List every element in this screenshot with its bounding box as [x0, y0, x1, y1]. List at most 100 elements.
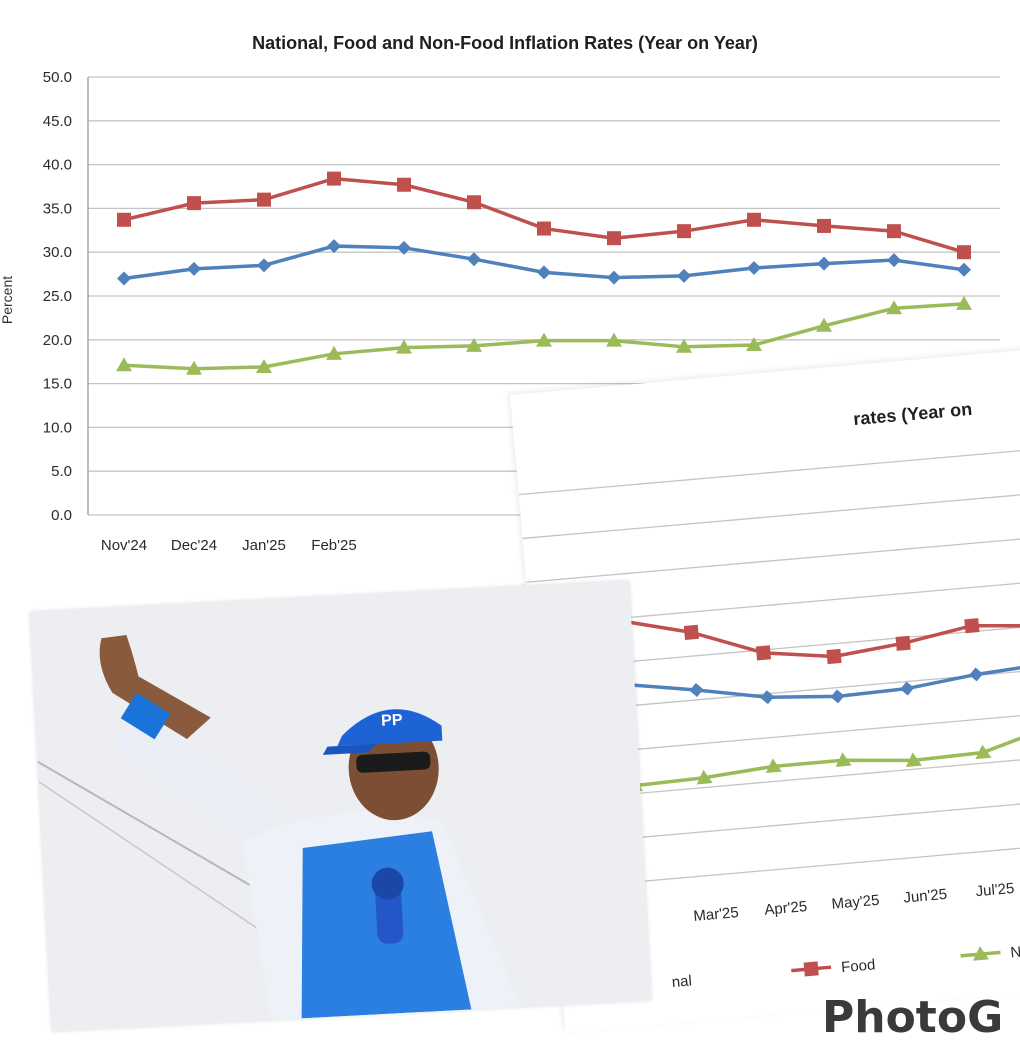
overlay-grid-line	[518, 449, 1020, 496]
point-non-food	[396, 339, 412, 354]
point-non-food	[816, 317, 832, 332]
overlay-series-food	[549, 618, 1020, 659]
overlay-legend-label: Food	[840, 956, 876, 976]
overlay-grid-line	[522, 493, 1020, 540]
y-tick-label: 0.0	[51, 507, 72, 524]
point-national	[117, 271, 131, 286]
overlay-legend: nal Food Non-Foo	[671, 939, 1020, 991]
overlay-legend-label: Non-Foo	[1010, 939, 1020, 961]
x-tick-label: Feb'25	[311, 537, 356, 554]
overlay-point-food	[895, 635, 911, 651]
point-non-food	[466, 337, 482, 352]
cap-logo-text: PP	[381, 712, 404, 730]
point-food	[887, 224, 901, 239]
x-tick-labels: Nov'24 Dec'24 Jan'25 Feb'25	[101, 537, 357, 554]
chart-title: National, Food and Non-Food Inflation Ra…	[252, 33, 758, 53]
overlay-point-food	[755, 645, 772, 661]
y-tick-label: 40.0	[43, 157, 72, 174]
point-non-food	[256, 358, 272, 373]
overlay-series-non-food	[565, 725, 1020, 800]
point-non-food	[886, 300, 902, 315]
point-non-food	[676, 338, 692, 353]
point-national	[817, 256, 831, 271]
overlay-point-food	[964, 618, 980, 634]
x-tick-label: Jan'25	[242, 537, 286, 554]
point-food	[537, 221, 551, 236]
overlay-point-non-food	[975, 744, 992, 760]
series-lines	[116, 171, 972, 375]
point-non-food	[186, 360, 202, 375]
overlay-point-national	[830, 689, 845, 704]
point-national	[397, 240, 411, 255]
y-tick-label: 45.0	[43, 113, 72, 130]
series-line-food	[123, 176, 965, 254]
overlay-point-non-food	[696, 769, 713, 785]
y-tick-label: 10.0	[43, 419, 72, 436]
point-food	[397, 177, 411, 192]
overlay-x-tick-label: Jul'25	[975, 880, 1015, 900]
point-non-food	[746, 337, 762, 352]
photo-illustration: PP	[30, 580, 652, 1032]
overlay-chart-title-fragment: rates (Year on	[853, 399, 973, 429]
overlay-point-national	[969, 667, 984, 682]
point-food	[327, 171, 341, 186]
point-national	[607, 270, 621, 285]
point-food	[467, 195, 481, 210]
y-tick-label: 35.0	[43, 200, 72, 217]
point-national	[537, 265, 551, 280]
overlay-point-national	[689, 683, 704, 697]
overlay-chart: rates (Year on Mar'25 Apr'25 May'25 Jun'25 J…	[518, 399, 1020, 991]
watermark-text: PhotoG	[822, 992, 1004, 1043]
overlay-series-national	[555, 662, 1020, 699]
point-food	[607, 231, 621, 246]
y-axis-label: Percent	[0, 276, 15, 324]
overlay-chart-panel: rates (Year on Mar'25 Apr'25 May'25 Jun'25 J…	[510, 349, 1020, 1033]
point-food	[187, 196, 201, 211]
point-national	[467, 252, 481, 267]
y-tick-label: 25.0	[43, 288, 72, 305]
point-non-food	[956, 295, 972, 310]
point-non-food	[606, 332, 622, 347]
point-national	[677, 268, 691, 283]
y-tick-label: 15.0	[43, 376, 72, 393]
point-non-food	[116, 357, 132, 372]
overlay-point-non-food	[765, 758, 782, 774]
overlay-legend-marker	[973, 946, 990, 961]
overlay-legend-label: nal	[671, 972, 692, 991]
point-national	[747, 260, 761, 275]
y-tick-label: 5.0	[51, 463, 72, 480]
point-food	[747, 212, 761, 227]
overlay-grid-line	[526, 537, 1020, 583]
overlay-point-non-food	[905, 752, 922, 768]
overlay-x-tick-label: Mar'25	[693, 904, 740, 925]
y-tick-label: 30.0	[43, 244, 72, 261]
overlay-point-food	[826, 648, 842, 665]
point-non-food	[326, 345, 342, 360]
overlay-point-national	[900, 681, 915, 696]
point-national	[957, 262, 971, 277]
overlay-x-tick-label: May'25	[831, 892, 880, 913]
point-food	[257, 192, 271, 207]
point-national	[887, 253, 901, 268]
y-tick-label: 50.0	[43, 69, 72, 86]
overlay-legend-marker	[803, 961, 819, 977]
overlay-x-tick-label: Jun'25	[903, 886, 948, 907]
point-food	[817, 218, 831, 233]
overlay-point-non-food	[835, 752, 852, 767]
point-food	[117, 212, 131, 227]
point-national	[327, 239, 341, 254]
x-tick-label: Dec'24	[171, 537, 217, 554]
y-tick-label: 20.0	[43, 332, 72, 349]
photo-campaign-rally: PP	[30, 580, 652, 1032]
overlay-point-national	[760, 690, 775, 705]
overlay-point-food	[683, 624, 699, 640]
overlay-series-lines	[542, 613, 1020, 805]
y-tick-labels: 0.0 5.0 10.0 15.0 20.0 25.0 30.0 35.0 40.0 45.0 50…	[43, 69, 72, 524]
point-non-food	[536, 332, 552, 347]
x-tick-label: Nov'24	[101, 537, 147, 554]
point-national	[257, 258, 271, 273]
point-national	[187, 261, 201, 276]
point-food	[677, 224, 691, 239]
overlay-x-tick-label: Apr'25	[764, 898, 808, 919]
